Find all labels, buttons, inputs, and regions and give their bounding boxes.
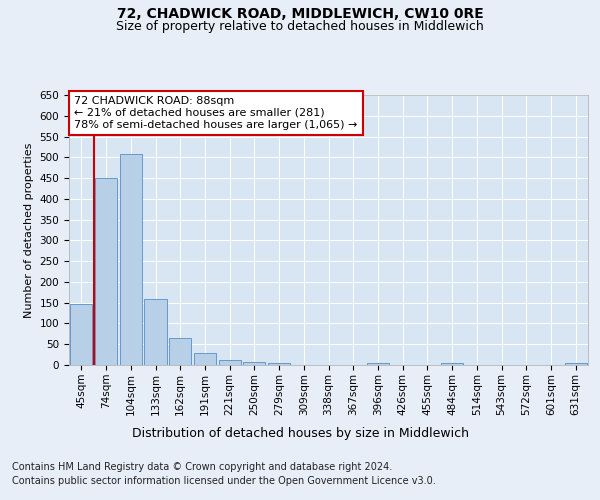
Bar bbox=[441, 363, 463, 365]
Bar bbox=[145, 300, 167, 365]
Bar bbox=[169, 338, 191, 365]
Text: Distribution of detached houses by size in Middlewich: Distribution of detached houses by size … bbox=[131, 428, 469, 440]
Bar bbox=[565, 363, 587, 365]
Text: Contains HM Land Registry data © Crown copyright and database right 2024.: Contains HM Land Registry data © Crown c… bbox=[12, 462, 392, 472]
Text: 72 CHADWICK ROAD: 88sqm
← 21% of detached houses are smaller (281)
78% of semi-d: 72 CHADWICK ROAD: 88sqm ← 21% of detache… bbox=[74, 96, 358, 130]
Y-axis label: Number of detached properties: Number of detached properties bbox=[24, 142, 34, 318]
Text: 72, CHADWICK ROAD, MIDDLEWICH, CW10 0RE: 72, CHADWICK ROAD, MIDDLEWICH, CW10 0RE bbox=[116, 8, 484, 22]
Bar bbox=[70, 304, 92, 365]
Bar bbox=[367, 363, 389, 365]
Bar bbox=[119, 154, 142, 365]
Text: Size of property relative to detached houses in Middlewich: Size of property relative to detached ho… bbox=[116, 20, 484, 33]
Text: Contains public sector information licensed under the Open Government Licence v3: Contains public sector information licen… bbox=[12, 476, 436, 486]
Bar bbox=[243, 362, 265, 365]
Bar bbox=[194, 352, 216, 365]
Bar bbox=[268, 363, 290, 365]
Bar bbox=[218, 360, 241, 365]
Bar bbox=[95, 178, 117, 365]
